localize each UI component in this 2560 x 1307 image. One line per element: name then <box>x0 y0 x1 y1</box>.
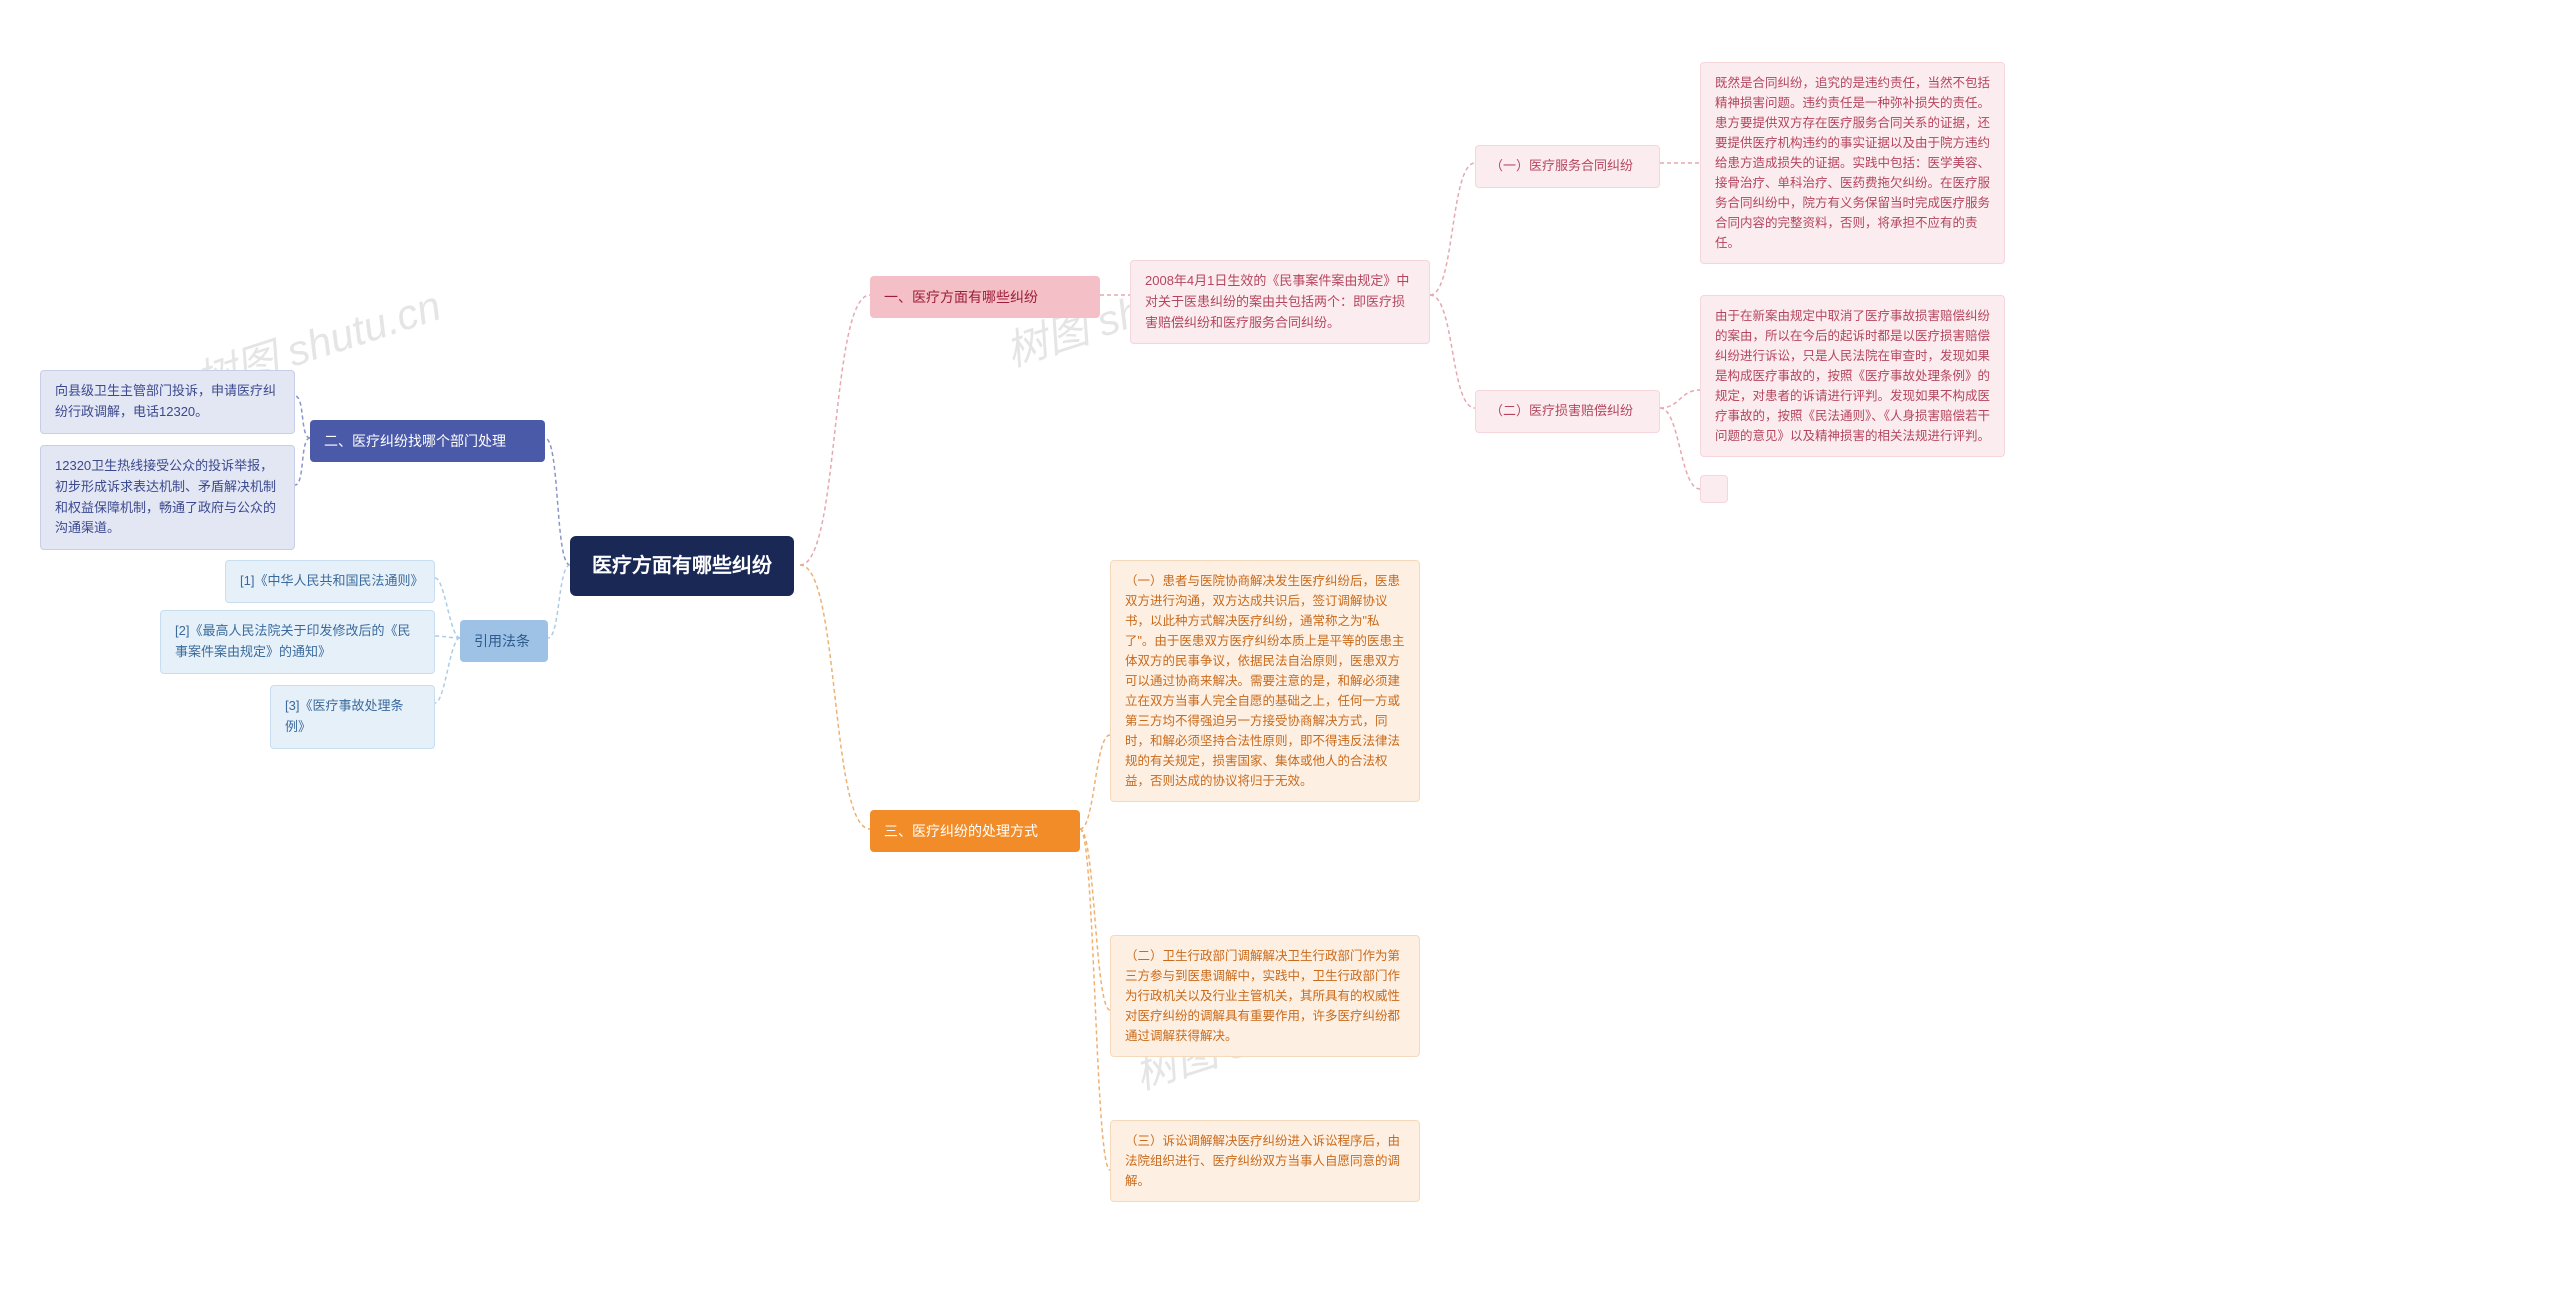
section2-title: 二、医疗纠纷找哪个部门处理 <box>310 420 545 462</box>
citation-1: [1]《中华人民共和国民法通则》 <box>225 560 435 603</box>
section1-sub-b-blank <box>1700 475 1728 503</box>
section3-body-a: （一）患者与医院协商解决发生医疗纠纷后，医患双方进行沟通，双方达成共识后，签订调… <box>1110 560 1420 802</box>
citations-title: 引用法条 <box>460 620 548 662</box>
section1-sub-b-title: （二）医疗损害赔偿纠纷 <box>1475 390 1660 433</box>
section1-desc: 2008年4月1日生效的《民事案件案由规定》中对关于医患纠纷的案由共包括两个：即… <box>1130 260 1430 344</box>
section3-body-b: （二）卫生行政部门调解解决卫生行政部门作为第三方参与到医患调解中，实践中，卫生行… <box>1110 935 1420 1057</box>
section1-sub-b-body: 由于在新案由规定中取消了医疗事故损害赔偿纠纷的案由，所以在今后的起诉时都是以医疗… <box>1700 295 2005 457</box>
root-node: 医疗方面有哪些纠纷 <box>570 536 794 596</box>
section2-body-b: 12320卫生热线接受公众的投诉举报，初步形成诉求表达机制、矛盾解决机制和权益保… <box>40 445 295 550</box>
citation-3: [3]《医疗事故处理条例》 <box>270 685 435 749</box>
citation-2: [2]《最高人民法院关于印发修改后的《民事案件案由规定》的通知》 <box>160 610 435 674</box>
section2-body-a: 向县级卫生主管部门投诉，申请医疗纠纷行政调解，电话12320。 <box>40 370 295 434</box>
section3-body-c: （三）诉讼调解解决医疗纠纷进入诉讼程序后，由法院组织进行、医疗纠纷双方当事人自愿… <box>1110 1120 1420 1202</box>
section1-title: 一、医疗方面有哪些纠纷 <box>870 276 1100 318</box>
section1-sub-a-body: 既然是合同纠纷，追究的是违约责任，当然不包括精神损害问题。违约责任是一种弥补损失… <box>1700 62 2005 264</box>
section1-sub-a-title: （一）医疗服务合同纠纷 <box>1475 145 1660 188</box>
section3-title: 三、医疗纠纷的处理方式 <box>870 810 1080 852</box>
